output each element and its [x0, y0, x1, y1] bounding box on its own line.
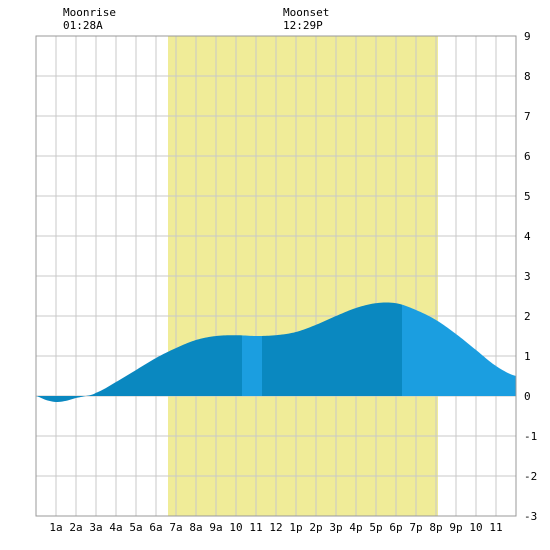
moonrise-label: Moonrise: [63, 6, 116, 19]
x-tick-label: 10: [469, 521, 482, 534]
y-tick-label: 7: [524, 110, 531, 123]
y-tick-label: 1: [524, 350, 531, 363]
x-tick-label: 6p: [389, 521, 402, 534]
plot-frame: [35, 35, 517, 517]
tide-area-segment: [242, 335, 262, 396]
x-tick-label: 8p: [429, 521, 442, 534]
y-tick-label: -3: [524, 510, 537, 523]
x-tick-label: 7a: [169, 521, 182, 534]
x-tick-label: 12: [269, 521, 282, 534]
y-tick-label: 9: [524, 30, 531, 43]
x-tick-label: 11: [249, 521, 262, 534]
x-tick-labels: 1a 2a 3a 4a 5a 6a 7a 8a 9a 10 11 12 1p 2p 3p 4p 5p 6p 7p 8p…: [49, 521, 502, 534]
y-tick-label: 2: [524, 310, 531, 323]
x-tick-label: 4p: [349, 521, 362, 534]
x-tick-label: 11: [489, 521, 502, 534]
y-tick-labels: -3 -2 -1 0 1 2 3 4 5 6 7 8 9: [524, 30, 537, 523]
x-tick-label: 4a: [109, 521, 122, 534]
x-tick-label: 8a: [189, 521, 202, 534]
moonset-time: 12:29P: [283, 19, 323, 32]
x-tick-label: 9p: [449, 521, 462, 534]
tide-area-segment: [262, 302, 402, 396]
x-tick-label: 2p: [309, 521, 322, 534]
y-tick-label: 3: [524, 270, 531, 283]
x-tick-label: 3p: [329, 521, 342, 534]
x-tick-label: 6a: [149, 521, 162, 534]
y-tick-label: -2: [524, 470, 537, 483]
y-tick-label: 8: [524, 70, 531, 83]
y-tick-label: 6: [524, 150, 531, 163]
moonrise-time: 01:28A: [63, 19, 103, 32]
x-tick-label: 3a: [89, 521, 102, 534]
x-tick-label: 5a: [129, 521, 142, 534]
y-tick-label: 5: [524, 190, 531, 203]
tide-area-segment: [36, 335, 242, 403]
tide-area: [36, 302, 516, 403]
tide-area-segment: [402, 304, 516, 396]
x-tick-label: 5p: [369, 521, 382, 534]
x-tick-label: 10: [229, 521, 242, 534]
y-tick-label: -1: [524, 430, 537, 443]
x-tick-label: 2a: [69, 521, 82, 534]
x-tick-label: 7p: [409, 521, 422, 534]
x-tick-label: 1p: [289, 521, 302, 534]
moonset-label: Moonset: [283, 6, 329, 19]
y-tick-label: 0: [524, 390, 531, 403]
x-tick-label: 1a: [49, 521, 62, 534]
grid: [36, 36, 516, 516]
y-tick-label: 4: [524, 230, 531, 243]
x-tick-label: 9a: [209, 521, 222, 534]
